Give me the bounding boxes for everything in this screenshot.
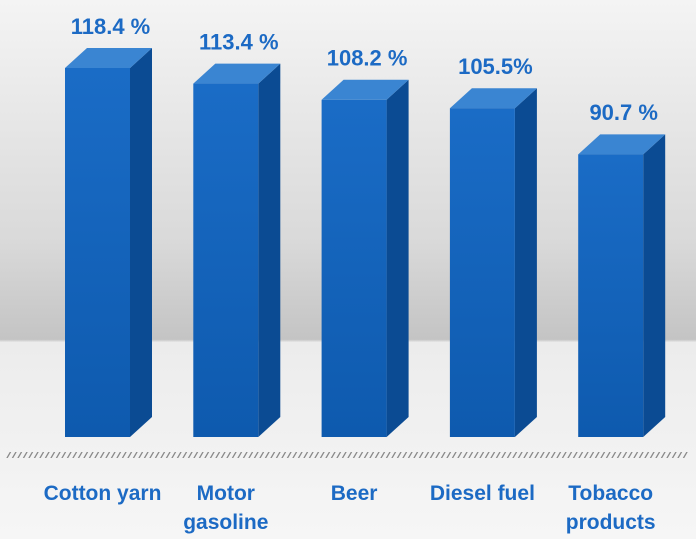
bar-side (130, 48, 152, 437)
bar-side (258, 63, 281, 438)
bar (321, 99, 387, 437)
value-label: 108.2 % (327, 46, 408, 71)
x-tick-label: Cotton yarn (43, 482, 162, 505)
bar-side (514, 88, 537, 437)
bar (578, 154, 644, 437)
x-tick-label: Tobacco products (565, 482, 656, 534)
x-tick-label: Motor gasoline (183, 482, 269, 534)
bar-top (578, 134, 666, 155)
bar-side (386, 79, 409, 437)
bar-side (643, 134, 666, 437)
value-label: 118.4 % (71, 14, 151, 39)
value-label: 105.5% (458, 54, 533, 79)
bar (65, 68, 130, 437)
bar-top (193, 63, 281, 84)
x-tick-label: Beer (330, 482, 378, 505)
x-tick-label: Diesel fuel (429, 482, 535, 505)
value-label: 90.7 % (589, 100, 658, 125)
value-label: 113.4 % (199, 29, 279, 54)
bar-top (321, 79, 409, 100)
bar-top (449, 88, 537, 109)
bar (193, 83, 259, 438)
bar (449, 108, 515, 437)
bar-top (65, 48, 152, 68)
